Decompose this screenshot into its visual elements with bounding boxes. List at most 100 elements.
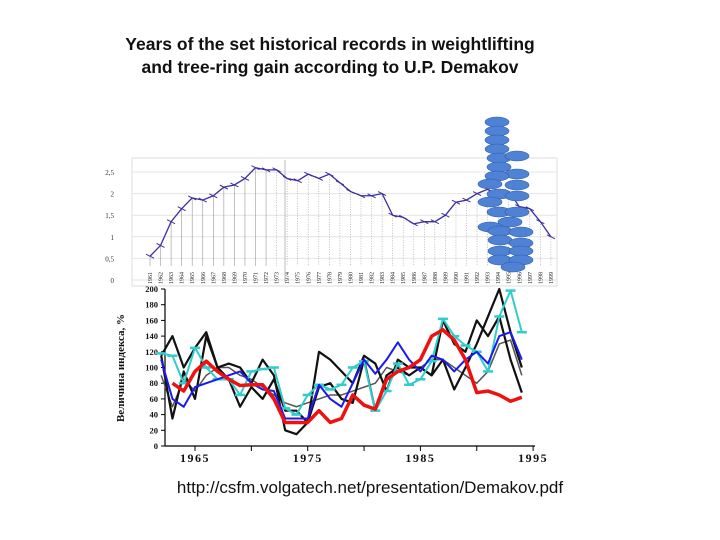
top-data-marker [187,195,197,201]
top-data-marker [462,197,471,203]
top-x-tick-label: 1973 [275,272,281,284]
top-x-tick-label: 1992 [475,272,481,284]
top-x-tick-label: 1965 [190,272,196,284]
bottom-y-tick-label: 40 [150,410,159,420]
top-data-marker [230,182,239,188]
slide-title-line-2: and tree-ring gain according to U.P. Dem… [141,57,519,77]
slide-title-line-1: Years of the set historical records in w… [125,34,535,54]
top-data-marker [177,206,186,212]
top-x-tick-label: 1971 [254,272,260,284]
top-data-marker [388,212,397,218]
top-data-marker [293,178,302,184]
top-x-tick-label: 1972 [264,272,270,284]
record-oval [487,245,513,257]
top-x-tick-label: 1986 [412,272,418,284]
record-oval [497,216,523,228]
top-data-marker [346,188,355,194]
record-oval [504,179,530,191]
top-data-marker [335,180,345,186]
bottom-y-tick-label: 140 [145,331,158,341]
bottom-y-tick-label: 200 [145,284,158,294]
top-data-marker [145,253,155,259]
top-data-marker [272,167,281,173]
record-oval [500,261,526,273]
top-x-tick-label: 1980 [348,272,354,284]
top-x-tick-label: 1970 [243,272,249,284]
top-x-tick-label: 1991 [465,272,471,284]
record-oval [487,234,513,246]
top-y-tick-label: 1,5 [105,212,114,220]
record-oval [508,245,534,257]
bottom-series-black-2 [160,287,523,424]
top-data-marker [325,171,334,177]
top-x-tick-label: 1999 [549,272,555,284]
top-x-tick-label: 1985 [401,272,407,284]
top-x-tick-label: 1988 [433,272,439,284]
record-oval [486,161,512,173]
top-data-marker [451,199,461,205]
bottom-y-axis-label: Величина индекса, % [115,314,127,422]
bottom-series-blue [160,331,523,420]
top-data-marker [304,171,313,177]
bottom-series-black-1 [160,315,523,436]
bottom-x-tick-label: 1985 [405,451,435,465]
top-x-tick-label: 1998 [538,272,544,284]
top-x-tick-label: 1993 [486,272,492,284]
top-x-tick-label: 1969 [232,272,238,284]
top-data-marker [219,184,229,190]
record-oval [484,116,510,128]
top-x-tick-label: 1996 [517,272,523,284]
record-oval [504,190,530,202]
record-oval [487,225,513,237]
top-x-tick-label: 1983 [380,272,386,284]
top-x-tick-label: 1976 [306,272,312,284]
source-url[interactable]: http://csfm.volgatech.net/presentation/D… [176,478,564,497]
top-x-tick-label: 1987 [422,272,428,284]
bottom-y-tick-label: 160 [145,315,158,325]
record-oval [484,143,510,155]
top-data-marker [430,219,440,225]
top-y-tick-label: 2 [111,191,115,199]
top-x-tick-label: 1981 [359,272,365,284]
top-data-marker [251,165,260,171]
top-data-marker [536,219,545,225]
top-data-marker [367,193,376,199]
top-data-marker [209,193,218,199]
record-oval [484,134,510,146]
top-x-tick-label: 1968 [222,272,228,284]
top-data-marker [156,242,165,248]
record-oval [484,125,510,137]
top-x-tick-label: 1995 [507,272,513,284]
bottom-series-cyan [160,289,523,416]
top-data-marker [409,221,418,227]
top-y-tick-label: 1 [111,234,115,242]
bottom-y-tick-label: 20 [150,425,159,435]
top-data-marker [441,212,450,218]
top-x-tick-label: 1997 [528,272,534,284]
bottom-y-tick-label: 100 [145,363,158,373]
top-data-marker [198,197,207,203]
top-x-tick-label: 1967 [211,272,217,284]
record-oval [477,178,503,190]
top-y-tick-label: 2,5 [105,169,114,177]
top-data-marker [166,219,176,225]
top-data-marker [261,167,271,173]
top-data-marker [240,176,250,181]
top-data-marker [398,214,408,220]
top-data-marker [377,191,387,197]
top-x-tick-label: 1974 [285,272,291,284]
top-data-marker [356,193,366,199]
record-oval [504,206,530,218]
top-x-tick-label: 1963 [169,272,175,284]
bottom-y-tick-label: 60 [150,394,159,404]
top-x-tick-label: 1964 [180,272,186,284]
top-x-tick-label: 1994 [496,272,502,284]
top-y-tick-label: 0 [111,277,115,285]
bottom-y-tick-label: 80 [150,378,159,388]
top-data-marker [472,191,482,197]
bottom-y-tick-label: 120 [145,347,158,357]
bottom-x-tick-label: 1995 [518,451,548,465]
top-data-marker [525,206,535,212]
record-oval [477,196,503,208]
